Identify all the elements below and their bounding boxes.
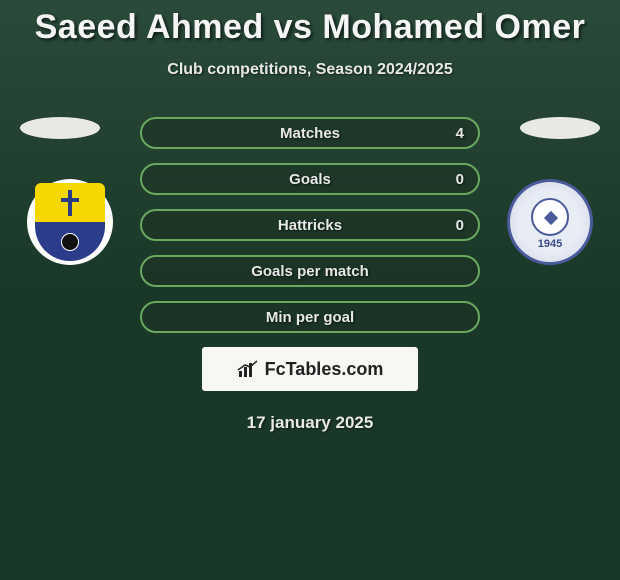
page-title: Saeed Ahmed vs Mohamed Omer	[0, 0, 620, 47]
club-right-year: 1945	[538, 238, 562, 250]
stat-label: Goals per match	[251, 263, 369, 280]
stat-value-right: 4	[456, 125, 464, 142]
stat-row: Goals per match	[140, 255, 480, 287]
stat-value-right: 0	[456, 171, 464, 188]
soccer-ball-icon	[531, 198, 569, 236]
soccer-ball-icon	[61, 233, 79, 251]
club-left-shield-icon	[35, 183, 105, 261]
stat-label: Min per goal	[266, 309, 354, 326]
stat-row: Matches 4	[140, 117, 480, 149]
club-logo-right: 1945	[507, 179, 593, 265]
flag-right-placeholder	[520, 117, 600, 139]
bar-chart-icon	[237, 360, 259, 378]
stat-label: Goals	[289, 171, 331, 188]
stat-row: Min per goal	[140, 301, 480, 333]
comparison-area: 1945 Matches 4 Goals 0 Hattricks 0 Goals…	[0, 117, 620, 433]
subtitle: Club competitions, Season 2024/2025	[0, 61, 620, 79]
club-logo-left	[27, 179, 113, 265]
cross-icon	[61, 190, 79, 216]
stat-row: Hattricks 0	[140, 209, 480, 241]
flag-left-placeholder	[20, 117, 100, 139]
brand-text: FcTables.com	[265, 359, 384, 380]
stat-label: Hattricks	[278, 217, 342, 234]
stat-row: Goals 0	[140, 163, 480, 195]
brand-badge: FcTables.com	[202, 347, 418, 391]
stat-label: Matches	[280, 125, 340, 142]
stat-value-right: 0	[456, 217, 464, 234]
stat-table: Matches 4 Goals 0 Hattricks 0 Goals per …	[140, 117, 480, 333]
footer-date: 17 january 2025	[0, 413, 620, 433]
